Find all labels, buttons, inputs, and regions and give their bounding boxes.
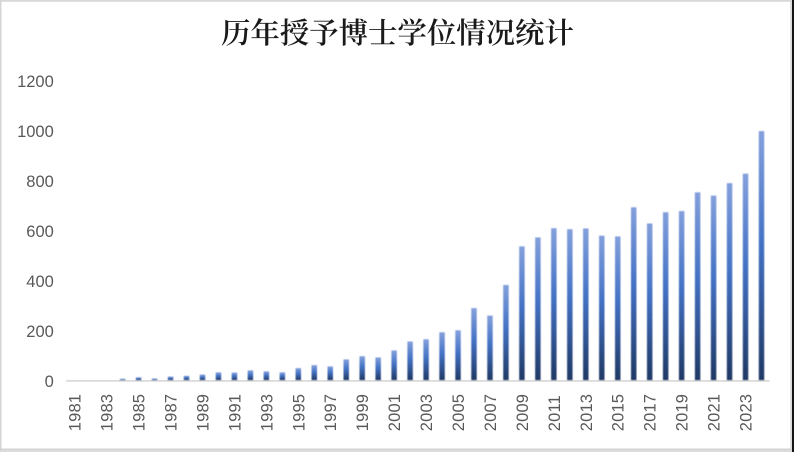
svg-text:2017: 2017 xyxy=(642,394,660,431)
svg-text:1981: 1981 xyxy=(67,394,85,431)
svg-text:200: 200 xyxy=(26,323,54,341)
svg-text:1000: 1000 xyxy=(17,123,54,141)
svg-text:2013: 2013 xyxy=(578,394,596,431)
svg-text:1989: 1989 xyxy=(194,394,212,431)
svg-text:2001: 2001 xyxy=(386,394,404,431)
svg-text:600: 600 xyxy=(26,223,54,241)
svg-text:1991: 1991 xyxy=(226,394,244,431)
svg-text:2009: 2009 xyxy=(514,394,532,431)
svg-text:1985: 1985 xyxy=(131,394,149,431)
svg-text:1993: 1993 xyxy=(258,394,276,431)
svg-text:1983: 1983 xyxy=(99,394,117,431)
svg-text:1999: 1999 xyxy=(354,394,372,431)
svg-text:2015: 2015 xyxy=(610,394,628,431)
svg-text:1200: 1200 xyxy=(17,73,54,91)
svg-text:0: 0 xyxy=(45,373,54,391)
svg-text:2023: 2023 xyxy=(738,394,756,431)
svg-text:2005: 2005 xyxy=(450,394,468,431)
svg-text:1995: 1995 xyxy=(290,394,308,431)
svg-text:2021: 2021 xyxy=(706,394,724,431)
svg-text:2011: 2011 xyxy=(546,395,564,431)
svg-text:2019: 2019 xyxy=(674,394,692,431)
svg-text:2007: 2007 xyxy=(482,394,500,431)
svg-text:1997: 1997 xyxy=(322,394,340,431)
svg-text:800: 800 xyxy=(26,173,54,191)
svg-text:2003: 2003 xyxy=(418,394,436,431)
svg-text:400: 400 xyxy=(26,273,54,291)
svg-text:1987: 1987 xyxy=(163,394,181,431)
